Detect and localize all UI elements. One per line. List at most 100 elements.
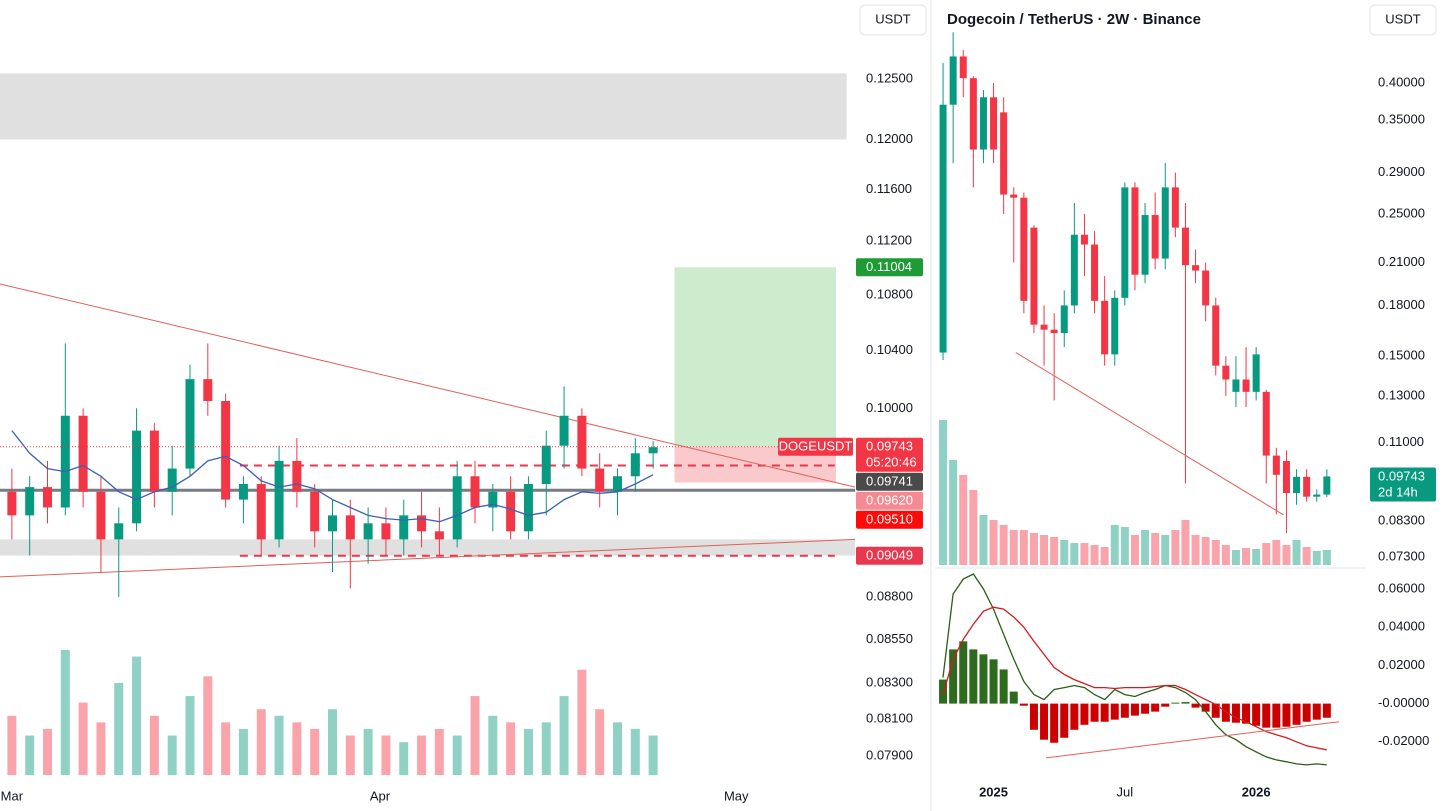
- y-tick-label: 0.11200: [866, 233, 912, 248]
- trend-line: [0, 538, 856, 578]
- volume-bar: [256, 709, 266, 775]
- x-tick-label: Apr: [370, 788, 391, 803]
- volume-bar: [149, 715, 159, 775]
- price-tag-label: 0.09510: [866, 512, 913, 527]
- macd-histogram-bar: [1302, 703, 1311, 722]
- volume-bar: [1282, 545, 1291, 565]
- candle-body: [1121, 187, 1129, 298]
- volume-bar: [1080, 543, 1089, 565]
- candle-body: [132, 430, 142, 524]
- macd-histogram-bar: [1050, 703, 1059, 743]
- chart-title: Dogecoin / TetherUS · 2W · Binance: [947, 11, 1201, 28]
- y-tick-label: 0.06000: [1378, 581, 1425, 596]
- volume-bar: [1302, 547, 1311, 565]
- candle-body: [613, 476, 622, 492]
- candle-body: [1282, 460, 1290, 494]
- macd-histogram-bar: [1272, 703, 1281, 728]
- volume-bar: [613, 722, 622, 775]
- macd-histogram-bar: [1130, 703, 1139, 716]
- symbol-label: DOGEUSDT: [779, 439, 853, 454]
- unit-button[interactable]: [859, 4, 927, 36]
- volume-bar: [345, 735, 355, 775]
- candle-body: [1262, 391, 1270, 456]
- volume-bar: [1231, 550, 1240, 565]
- volume-bar: [979, 515, 988, 565]
- volume-bar: [1100, 547, 1109, 565]
- volume-bar: [999, 525, 1008, 565]
- price-tag-label: 0.09743: [866, 439, 913, 454]
- volume-bar: [959, 475, 968, 565]
- macd-histogram-bar: [1221, 703, 1230, 722]
- macd-histogram-bar: [1060, 703, 1069, 738]
- candle-body: [969, 78, 977, 150]
- price-tag: [856, 472, 923, 491]
- candle-body: [1080, 234, 1088, 245]
- candle-body: [979, 97, 987, 150]
- volume-bar: [1272, 540, 1281, 565]
- y-tick-label: 0.21000: [1378, 254, 1425, 269]
- candle-body: [523, 484, 533, 532]
- unit-label: USDT: [875, 11, 910, 26]
- unit-button[interactable]: [1369, 4, 1437, 36]
- candle-body: [114, 523, 124, 540]
- macd-histogram-bar: [1019, 703, 1028, 706]
- y-tick-label: 0.25000: [1378, 205, 1425, 220]
- price-tag-label: 0.09743: [1378, 468, 1425, 483]
- candle-body: [1030, 227, 1038, 325]
- candle-body: [559, 415, 569, 446]
- volume-bar: [1120, 527, 1129, 565]
- price-tag: [856, 510, 923, 529]
- candle-body: [1020, 197, 1028, 301]
- volume-bar: [1040, 535, 1049, 565]
- candle-body: [452, 476, 462, 540]
- candle-body: [1151, 215, 1159, 259]
- volume-bar: [25, 735, 35, 775]
- candle-body: [185, 379, 195, 469]
- y-tick-label: 0.07300: [1378, 548, 1425, 563]
- volume-bar: [310, 728, 320, 775]
- candle-body: [1000, 112, 1008, 195]
- macd-histogram-bar: [1100, 703, 1109, 722]
- candle-body: [78, 415, 88, 492]
- candle-body: [595, 468, 605, 492]
- candle-body: [60, 415, 70, 508]
- zone: [0, 539, 855, 556]
- y-tick-label: 0.11000: [1378, 434, 1424, 449]
- candle-body: [1171, 187, 1179, 228]
- macd-histogram-bar: [1171, 702, 1180, 704]
- macd-histogram-bar: [1080, 703, 1089, 725]
- macd-histogram-bar: [1090, 703, 1099, 722]
- volume-bar: [1242, 548, 1251, 565]
- candle-body: [1242, 379, 1250, 392]
- candle-body: [363, 523, 373, 540]
- price-tag: [856, 491, 923, 510]
- signal-line: [942, 606, 1327, 751]
- candle-body: [1101, 300, 1109, 355]
- macd-histogram-bar: [949, 649, 958, 704]
- candle-body: [1252, 354, 1260, 392]
- candle-body: [381, 523, 391, 540]
- candle-body: [470, 476, 480, 508]
- price-tag-countdown: 05:20:46: [866, 455, 917, 470]
- y-tick-label: 0.04000: [1378, 619, 1425, 634]
- macd-histogram-bar: [1110, 703, 1119, 720]
- candle-body: [221, 400, 231, 500]
- volume-bar: [132, 656, 142, 775]
- candle-body: [310, 491, 320, 532]
- candle-body: [1293, 476, 1301, 494]
- macd-histogram-bar: [1141, 703, 1150, 714]
- macd-histogram-bar: [1191, 703, 1200, 708]
- volume-bar: [939, 420, 948, 565]
- price-tag-label: 0.11004: [866, 259, 912, 274]
- volume-bar: [185, 696, 195, 775]
- unit-label: USDT: [1385, 11, 1420, 26]
- y-tick-label: 0.18000: [1378, 297, 1425, 312]
- volume-bar: [1322, 550, 1331, 565]
- macd-histogram-bar: [1211, 703, 1220, 718]
- candle-body: [274, 460, 284, 540]
- volume-bar: [43, 728, 52, 775]
- candle-body: [1050, 329, 1058, 334]
- volume-bar: [434, 728, 444, 775]
- volume-bar: [1110, 525, 1119, 565]
